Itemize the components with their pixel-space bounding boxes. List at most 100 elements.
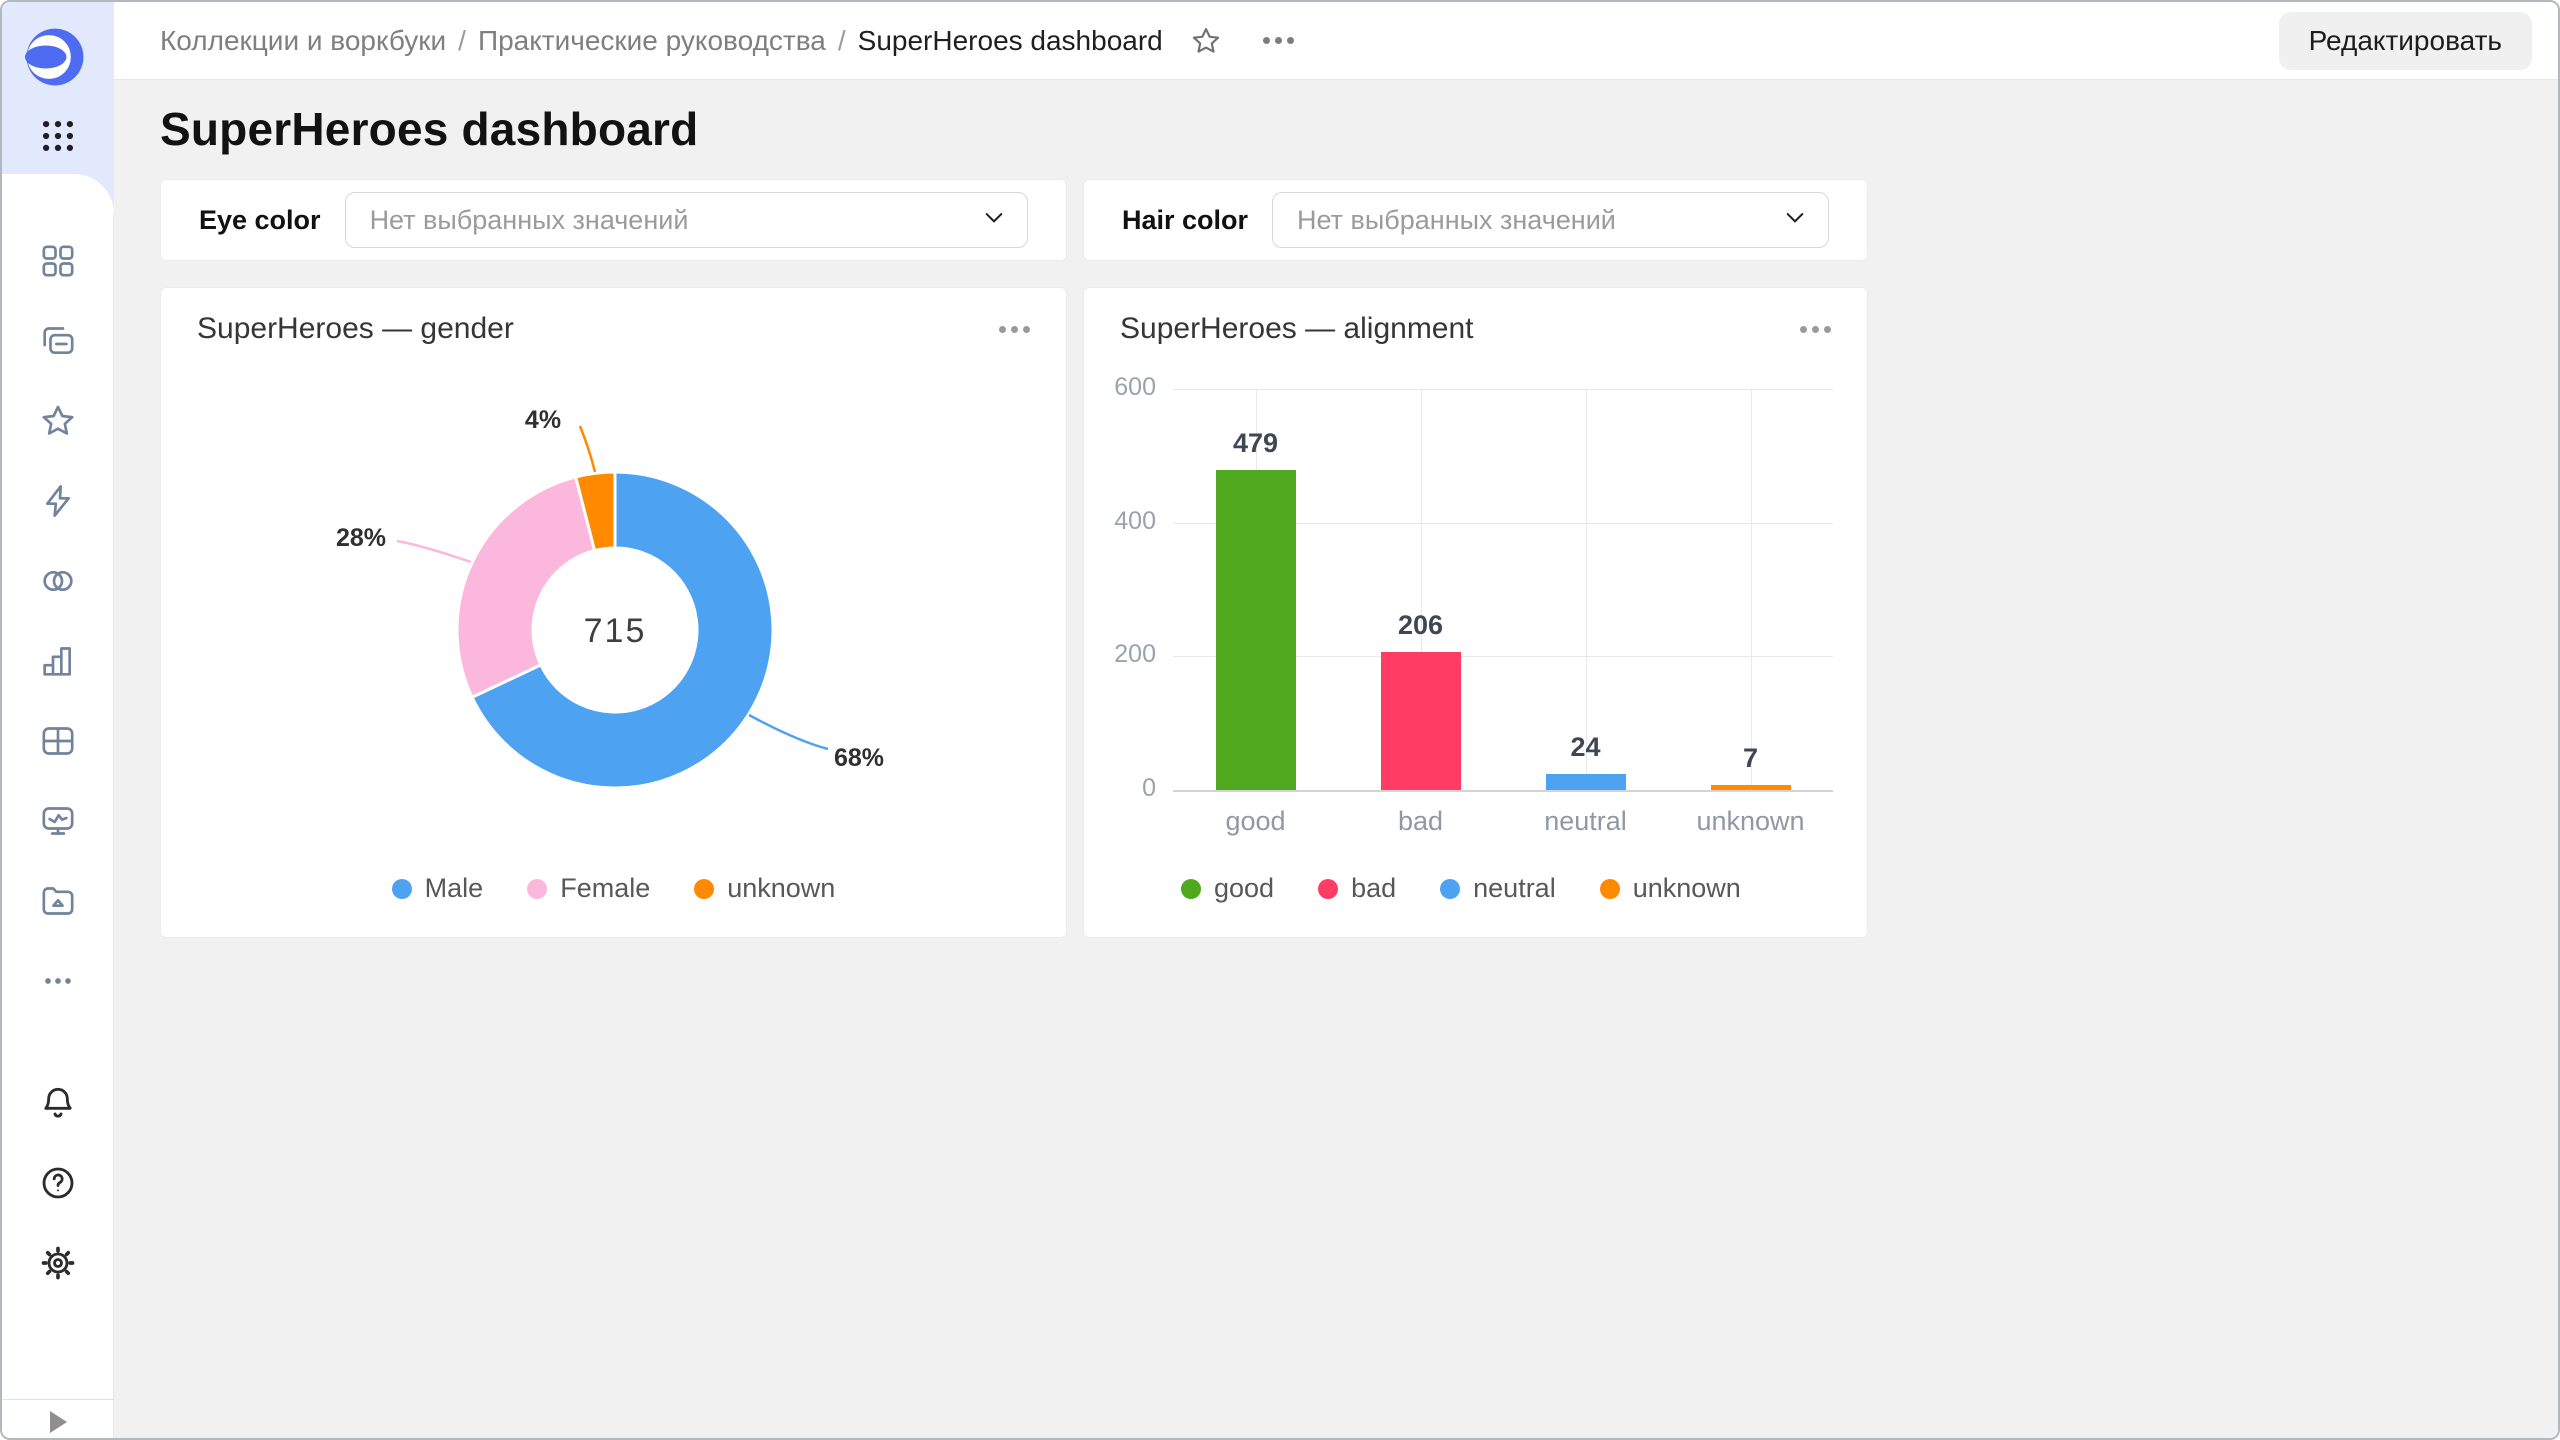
chart-menu-icon[interactable] (999, 326, 1030, 333)
donut-legend: Male Female unknown (161, 873, 1066, 904)
gridline-x-bad (1420, 389, 1422, 790)
edit-button[interactable]: Редактировать (2278, 11, 2532, 70)
chart-menu-icon[interactable] (1800, 326, 1831, 333)
breadcrumb-item-guides[interactable]: Практические руководства (477, 24, 826, 56)
sidebar-item-settings[interactable] (2, 1225, 114, 1305)
bar-value-label: 206 (1397, 610, 1444, 640)
legend-item-good[interactable]: good (1181, 873, 1274, 904)
donut-slice-unknown[interactable] (573, 470, 617, 553)
breadcrumb-item-collections[interactable]: Коллекции и воркбуки (160, 24, 447, 56)
donut-slice-Male[interactable] (470, 470, 775, 790)
x-category-label: neutral (1544, 806, 1627, 836)
sidebar-expand-button[interactable] (50, 1411, 67, 1433)
legend-item-bad[interactable]: bad (1318, 873, 1396, 904)
sidebar-item-help[interactable] (2, 1145, 114, 1225)
sidebar (2, 2, 114, 1438)
legend-dot (1181, 878, 1201, 899)
legend-dot (391, 878, 412, 899)
sidebar-item-storage[interactable] (2, 863, 114, 943)
y-tick-label: 400 (1114, 506, 1156, 535)
breadcrumb-more-icon[interactable] (1262, 37, 1294, 44)
legend-item-Male[interactable]: Male (391, 873, 484, 904)
x-category-label: good (1225, 806, 1286, 836)
donut-percent-label: 4% (525, 406, 561, 434)
filter-label: Hair color (1122, 204, 1249, 235)
legend-label: unknown (727, 873, 836, 903)
table-grid-icon (38, 721, 78, 766)
y-tick-label: 0 (1142, 774, 1156, 802)
donut-center-total: 715 (584, 612, 647, 650)
donut-percent-label: 68% (834, 744, 884, 772)
y-tick-label: 600 (1114, 373, 1156, 401)
topbar: Коллекции и воркбуки / Практические руко… (114, 2, 2558, 80)
legend-item-Female[interactable]: Female (527, 873, 650, 904)
chart-title: SuperHeroes — gender (197, 312, 514, 345)
bar-good[interactable] (1215, 470, 1296, 790)
sidebar-brand-area (2, 2, 114, 214)
collections-icon (38, 321, 78, 366)
filter-card-hair-color: Hair color Нет выбранных значений (1083, 179, 1868, 261)
gear-icon (38, 1243, 78, 1288)
sidebar-item-dashboards[interactable] (2, 703, 114, 783)
sidebar-item-navigation[interactable] (2, 223, 114, 303)
chevron-down-icon (1786, 209, 1804, 232)
chart-card-alignment: SuperHeroes — alignment 0 200 400 600 good b… (1083, 287, 1868, 938)
breadcrumb-item-current: SuperHeroes dashboard (857, 24, 1163, 56)
sidebar-item-datasets[interactable] (2, 543, 114, 623)
chart-card-gender: SuperHeroes — gender 68% 28% 4% 715 Male Fem… (160, 287, 1067, 938)
sidebar-nav (2, 223, 114, 1023)
bar-legend: good bad neutral unknown (1181, 873, 1741, 904)
filter-card-eye-color: Eye color Нет выбранных значений (160, 179, 1067, 261)
favorite-star-icon[interactable] (1189, 24, 1223, 58)
bell-icon (38, 1083, 78, 1128)
sidebar-item-more[interactable] (2, 943, 114, 1023)
navigation-icon (38, 241, 78, 286)
legend-label: good (1214, 873, 1275, 903)
legend-dot (1318, 878, 1339, 899)
star-icon (38, 401, 78, 446)
folder-icon (38, 881, 78, 926)
donut-callout-line (578, 425, 597, 473)
legend-dot (1440, 878, 1461, 899)
bar-value-label: 7 (1742, 743, 1759, 773)
donut-slice-Female[interactable] (455, 475, 597, 700)
donut-percent-label: 28% (336, 524, 386, 552)
bar-bad[interactable] (1380, 652, 1461, 790)
hair-color-select[interactable]: Нет выбранных значений (1272, 192, 1829, 248)
help-icon (38, 1163, 78, 1208)
legend-label: Male (424, 873, 484, 903)
datalens-logo[interactable] (20, 22, 90, 92)
legend-dot (1599, 878, 1620, 899)
bar-plot-area (1173, 389, 1833, 792)
legend-item-unknown[interactable]: unknown (1599, 873, 1741, 904)
bar-neutral[interactable] (1545, 774, 1626, 790)
breadcrumb: Коллекции и воркбуки / Практические руко… (160, 24, 1294, 58)
brand-curve (2, 174, 114, 214)
eye-color-select[interactable]: Нет выбранных значений (344, 192, 1028, 248)
sidebar-item-notifications[interactable] (2, 1065, 114, 1145)
x-category-label: unknown (1696, 806, 1805, 836)
gridline-x-neutral (1585, 389, 1587, 790)
sidebar-item-monitoring[interactable] (2, 783, 114, 863)
legend-label: unknown (1632, 873, 1741, 903)
sidebar-item-charts[interactable] (2, 623, 114, 703)
datasets-icon (38, 561, 78, 606)
bar-value-label: 24 (1570, 732, 1601, 762)
legend-label: neutral (1473, 873, 1556, 903)
bar-chart-icon (38, 641, 78, 686)
legend-item-neutral[interactable]: neutral (1440, 873, 1556, 904)
page-title: SuperHeroes dashboard (160, 103, 699, 155)
sidebar-item-collections[interactable] (2, 303, 114, 383)
legend-label: bad (1351, 873, 1397, 903)
sidebar-item-connections[interactable] (2, 463, 114, 543)
gridline-y-600 (1173, 389, 1833, 390)
lightning-icon (38, 481, 78, 526)
bar-value-label: 479 (1232, 428, 1279, 458)
bar-unknown[interactable] (1710, 785, 1791, 790)
donut-callout-line (396, 539, 472, 564)
legend-dot (694, 878, 715, 899)
legend-item-unknown[interactable]: unknown (694, 873, 835, 904)
sidebar-item-favorites[interactable] (2, 383, 114, 463)
apps-grid-icon[interactable] (36, 114, 80, 158)
